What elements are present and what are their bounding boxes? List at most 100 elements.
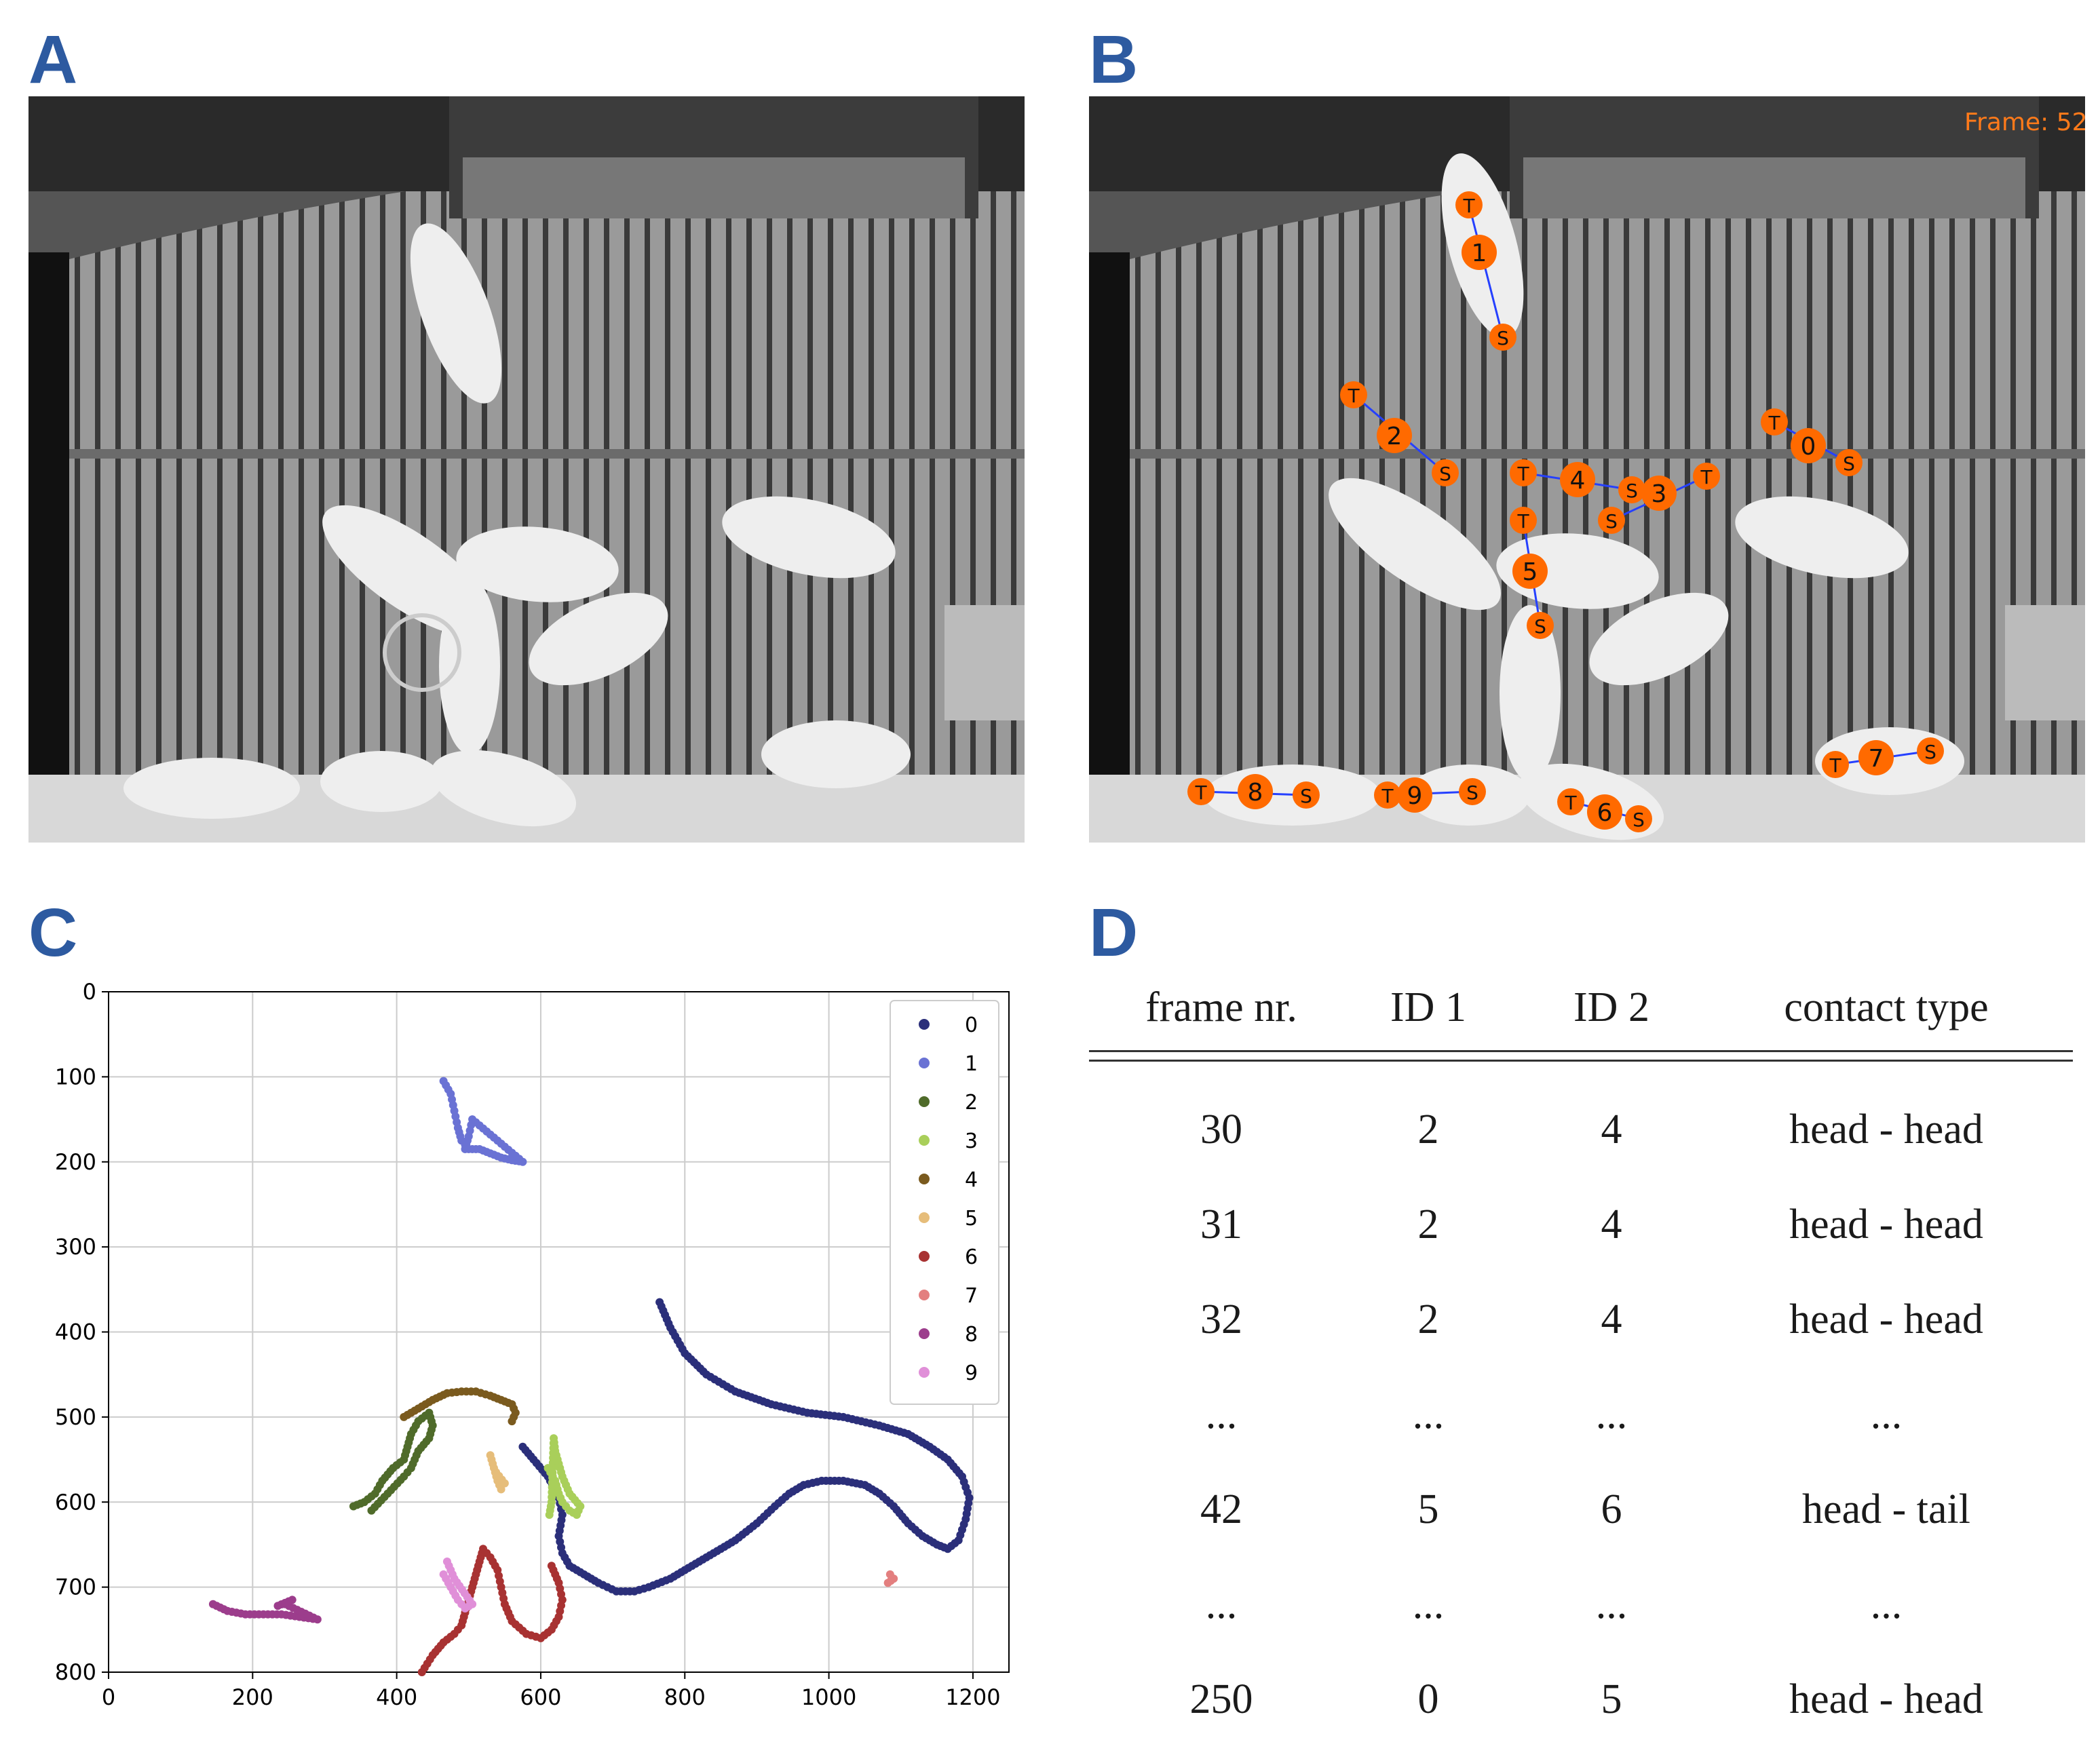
frame-counter: Frame: 52 (1964, 109, 2085, 136)
legend-marker (919, 1251, 930, 1262)
contact-table: frame nr. ID 1 ID 2 contact type 30 2 4 hea… (1089, 963, 2073, 1730)
legend-marker (919, 1290, 930, 1300)
cell-contact-type: head - tail (1802, 1486, 1970, 1532)
pig-shoulder-marker-label: S (1300, 785, 1312, 807)
pig-tail-marker-label: T (1700, 466, 1713, 488)
panel-b-label: B (1089, 22, 1139, 98)
pig-tail-marker (1822, 751, 1849, 778)
pen-photo-a (28, 96, 1025, 843)
pig-id-marker (1397, 777, 1432, 813)
data-point (367, 1506, 376, 1515)
legend-label: 3 (965, 1129, 978, 1153)
x-tick-label: 400 (376, 1684, 417, 1710)
legend-box (890, 1000, 999, 1405)
pig-tail-marker (1340, 381, 1367, 408)
trajectory-chart: 0 200 400 600 800 1000 1200 0 100 200 300 400 500 600… (28, 963, 1046, 1737)
pig-id-marker-label: 1 (1472, 239, 1487, 267)
legend-marker (919, 1135, 930, 1146)
legend-label: 9 (965, 1361, 978, 1385)
cell-id1: 2 (1417, 1106, 1439, 1153)
legend-label: 0 (965, 1013, 978, 1037)
x-tick-label: 600 (520, 1684, 561, 1710)
data-point (518, 1442, 527, 1451)
pig-id-marker-label: 2 (1387, 423, 1402, 450)
col-header-frame: frame nr. (1145, 984, 1297, 1030)
y-tick-label: 500 (55, 1404, 96, 1430)
pig-id-marker (1587, 794, 1622, 830)
pig-shoulder-marker (1459, 778, 1486, 805)
cell-id2: 4 (1601, 1106, 1622, 1153)
pig-tail-marker (1761, 408, 1788, 436)
pig-tail-marker (1693, 463, 1720, 490)
pig-tail-marker (1374, 781, 1401, 809)
y-tick-label: 200 (55, 1149, 96, 1175)
cell-contact-type: head - head (1789, 1106, 1983, 1153)
legend-marker (919, 1367, 930, 1378)
series-9 (439, 1558, 477, 1612)
pig-shoulder-marker (1489, 324, 1516, 351)
cell-frame: 250 (1189, 1676, 1253, 1722)
pig-id-marker (1238, 774, 1273, 809)
series-7 (883, 1570, 898, 1587)
legend-label: 8 (965, 1323, 978, 1347)
x-tick-label: 200 (232, 1684, 273, 1710)
pig-tail-marker (1455, 191, 1483, 218)
legend-marker (919, 1174, 930, 1184)
pig-id-marker-label: 0 (1801, 433, 1816, 461)
pig-tail-marker-label: T (1462, 195, 1475, 217)
pig-id-marker (1462, 235, 1497, 270)
data-point (442, 1558, 451, 1566)
pig-tail-marker (1187, 778, 1215, 805)
series-8 (208, 1596, 322, 1624)
pen-scene-a (28, 96, 1025, 843)
pig-shoulder-marker-label: S (1843, 452, 1855, 475)
data-point (273, 1602, 282, 1610)
cell-frame: ... (1205, 1581, 1238, 1627)
y-tick-label: 800 (55, 1659, 96, 1685)
pig-id-marker (1791, 428, 1826, 463)
data-point (492, 1468, 501, 1477)
pig-tail-marker-label: T (1194, 781, 1207, 804)
series-4 (400, 1387, 520, 1426)
pig-shoulder-marker-label: S (1924, 741, 1936, 763)
trajectory-chart-svg: 0 200 400 600 800 1000 1200 0 100 200 300 400 500 600… (55, 979, 1010, 1710)
pig-id-marker (1858, 740, 1894, 775)
cell-id1: 5 (1417, 1486, 1439, 1532)
pig-id-marker-label: 7 (1869, 745, 1884, 773)
cell-id2: 4 (1601, 1201, 1622, 1248)
panel-c-label: C (28, 895, 78, 971)
pig-tail-marker-label: T (1564, 792, 1577, 814)
pig-tail-marker-label: T (1829, 754, 1841, 777)
legend-marker (919, 1328, 930, 1339)
cell-frame: 31 (1200, 1201, 1242, 1248)
x-tick-label: 1000 (801, 1684, 856, 1710)
cell-id1: ... (1412, 1391, 1445, 1437)
pig-tail-marker-label: T (1381, 785, 1394, 807)
pig-tail-marker-label: T (1347, 385, 1360, 407)
cell-id2: 5 (1601, 1676, 1622, 1722)
pig-shoulder-marker-label: S (1633, 809, 1645, 831)
pig-shoulder-marker-label: S (1605, 510, 1618, 533)
cell-contact-type: head - head (1789, 1676, 1983, 1722)
series-3 (543, 1434, 585, 1520)
col-header-contact: contact type (1784, 984, 1989, 1030)
data-point (883, 1579, 892, 1587)
pig-skeleton-line (1468, 204, 1504, 338)
header-rule-top (1089, 1050, 2073, 1052)
cell-id1: 2 (1417, 1296, 1439, 1342)
x-tick-label: 800 (664, 1684, 706, 1710)
pig-shoulder-marker (1293, 781, 1320, 809)
col-header-id1: ID 1 (1390, 984, 1466, 1030)
pig-tail-marker (1510, 507, 1537, 534)
x-tick-label: 0 (102, 1684, 115, 1710)
pig-tail-marker (1557, 788, 1584, 815)
legend-label: 6 (965, 1245, 978, 1269)
series-6 (417, 1545, 567, 1676)
y-tick-label: 300 (55, 1234, 96, 1260)
data-point (545, 1511, 554, 1520)
legend-marker (919, 1096, 930, 1107)
cell-contact-type: ... (1870, 1391, 1903, 1437)
cell-id2: 4 (1601, 1296, 1622, 1342)
legend-marker (919, 1058, 930, 1068)
